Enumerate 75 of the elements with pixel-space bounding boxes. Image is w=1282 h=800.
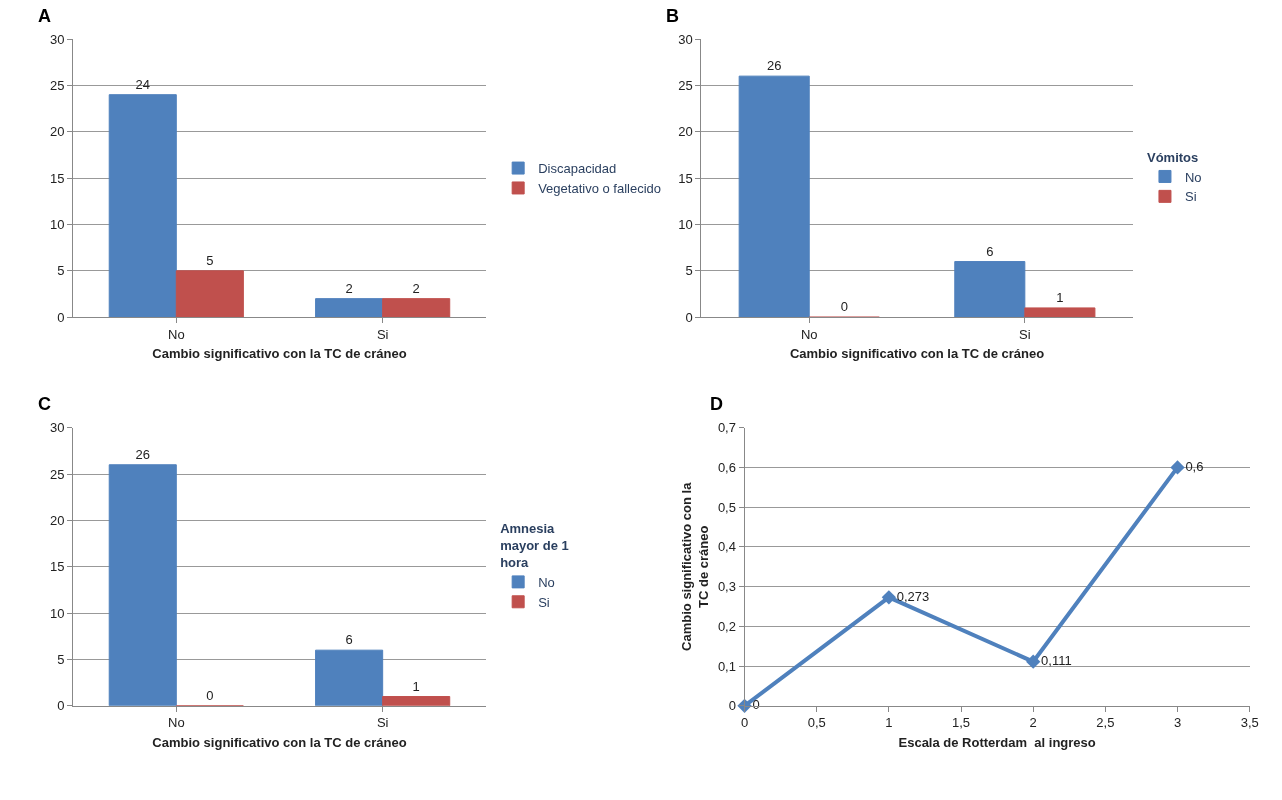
y-tick-label: 15 <box>678 170 693 186</box>
y-tick-label: 25 <box>50 77 65 93</box>
legend-title: Vómitos <box>1146 149 1199 165</box>
x-tick-label: Si <box>376 715 389 731</box>
y-tick-label: 20 <box>50 124 65 140</box>
legend-label: Si <box>1184 189 1197 205</box>
y-tick-label: 0,7 <box>717 420 736 436</box>
x-axis-title: Escala de Rotterdam al ingreso <box>898 735 1096 750</box>
chart-title: B <box>666 6 679 26</box>
y-tick-label: 25 <box>50 466 65 482</box>
y-tick-label: 10 <box>50 217 65 233</box>
data-label: 2 <box>345 280 353 296</box>
x-tick-label: 1,5 <box>952 715 971 731</box>
data-label: 6 <box>986 243 994 259</box>
y-tick-label: 25 <box>678 77 693 93</box>
legend-label: Discapacidad <box>538 161 617 177</box>
data-label: 26 <box>766 58 782 74</box>
legend-label: No <box>1184 169 1202 185</box>
x-axis-title: Cambio significativo con la TC de cráneo <box>152 735 407 750</box>
x-tick-label: 0 <box>740 715 749 731</box>
x-tick-label: 2,5 <box>1096 715 1115 731</box>
x-tick-label: Si <box>376 326 389 342</box>
chart-title: D <box>710 394 723 414</box>
x-tick-label: No <box>167 715 185 731</box>
y-tick-label: 15 <box>50 170 65 186</box>
data-label: 24 <box>135 76 150 92</box>
y-tick-label: 0,2 <box>717 618 736 634</box>
data-label: 6 <box>345 632 353 648</box>
y-tick-label: 20 <box>678 124 693 140</box>
data-label: 2 <box>412 280 420 296</box>
y-tick-label: 10 <box>50 605 65 621</box>
x-axis-title: Cambio significativo con la TC de cráneo <box>789 346 1045 362</box>
legend-title: Amnesia mayor de 1 hora <box>500 521 569 570</box>
data-label: 1 <box>412 678 420 694</box>
y-tick-label: 0,3 <box>717 579 736 595</box>
y-tick-label: 5 <box>57 263 65 279</box>
y-tick-label: 0 <box>728 698 736 714</box>
data-label: 0,273 <box>896 588 930 604</box>
y-tick-label: 20 <box>50 512 65 528</box>
y-tick-label: 30 <box>678 31 693 47</box>
x-tick-label: No <box>800 326 818 342</box>
x-tick-label: 2 <box>1029 715 1037 731</box>
y-tick-label: 0,4 <box>717 539 736 555</box>
y-tick-label: 5 <box>57 652 65 667</box>
y-tick-label: 0,6 <box>717 459 736 475</box>
legend-label: Si <box>538 594 550 610</box>
x-tick-label: 0,5 <box>807 715 826 731</box>
data-label: 0 <box>206 687 214 703</box>
x-tick-label: No <box>167 326 185 342</box>
data-label: 0,111 <box>1041 652 1072 668</box>
data-label: 0,6 <box>1185 458 1204 474</box>
y-tick-label: 0,1 <box>717 658 736 674</box>
data-label: 5 <box>206 252 214 268</box>
y-tick-label: 0 <box>685 309 693 325</box>
data-label: 26 <box>135 446 150 462</box>
y-tick-label: 15 <box>50 559 65 575</box>
y-axis-title: Cambio significativo con la TC de cráneo <box>678 481 711 651</box>
legend-label: No <box>538 574 555 590</box>
x-tick-label: Si <box>1019 326 1031 342</box>
data-label: 0 <box>840 299 848 315</box>
y-tick-label: 30 <box>50 420 65 436</box>
x-tick-label: 1 <box>885 715 893 731</box>
data-label: 1 <box>1056 289 1064 305</box>
x-axis-title: Cambio significativo con la TC de cráneo <box>152 346 407 362</box>
y-tick-label: 5 <box>685 263 693 279</box>
y-tick-label: 0 <box>57 698 65 714</box>
x-tick-label: 3 <box>1173 715 1182 731</box>
chart-title: A <box>38 6 51 26</box>
y-tick-label: 30 <box>50 31 65 47</box>
y-tick-label: 0 <box>57 309 65 325</box>
y-tick-label: 10 <box>678 217 693 233</box>
x-tick-label: 3,5 <box>1240 715 1259 731</box>
chart-title: C <box>38 394 51 414</box>
legend-label: Vegetativo o fallecido <box>538 181 662 197</box>
y-tick-label: 0,5 <box>717 499 736 515</box>
